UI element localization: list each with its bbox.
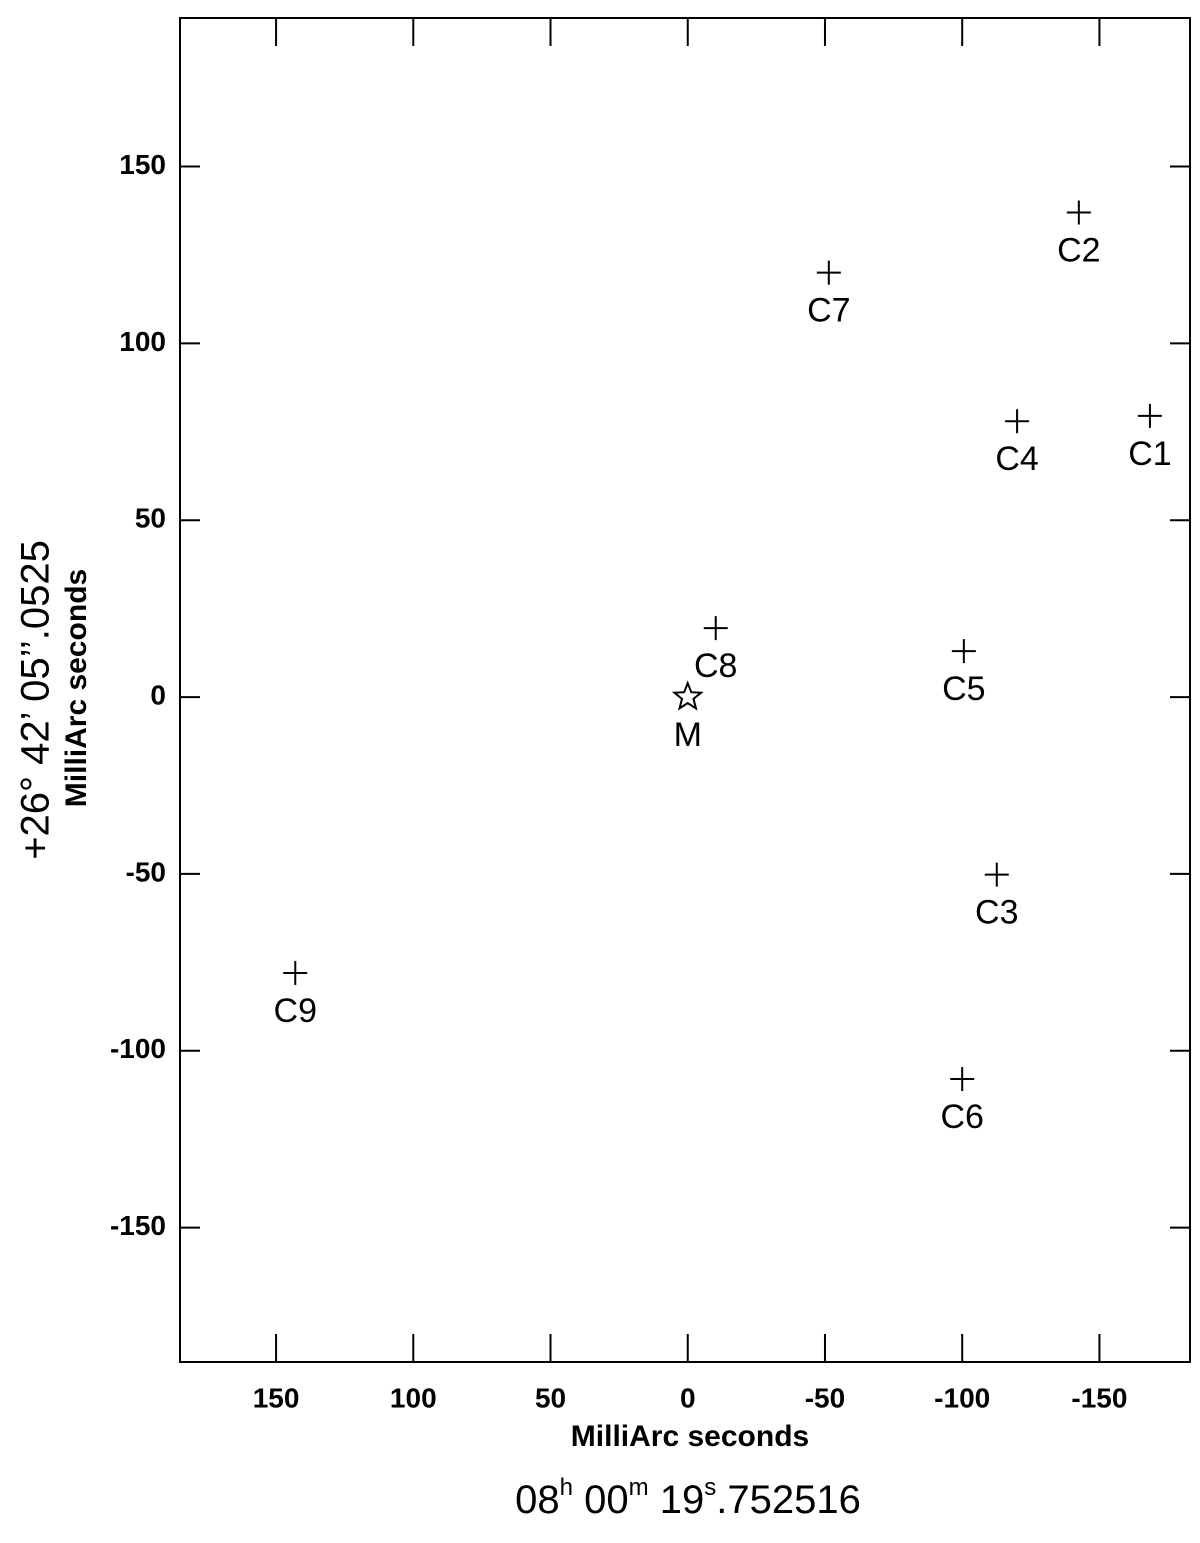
y-tick-label: -50: [126, 856, 166, 887]
point-label: C7: [807, 292, 850, 330]
point: [1066, 200, 1091, 225]
y-tick-label: 100: [119, 326, 166, 357]
x-reference-part: 00: [573, 1478, 629, 1522]
x-tick-label: -50: [805, 1382, 845, 1413]
point: [671, 680, 704, 711]
point-label: C4: [995, 440, 1038, 478]
y-tick-label: -100: [110, 1033, 166, 1064]
x-tick-label: -100: [934, 1382, 990, 1413]
plot-frame: [179, 17, 1191, 1363]
x-tick-label: 100: [390, 1382, 437, 1413]
point: [283, 960, 308, 985]
point: [1005, 409, 1030, 434]
y-tick-label: 0: [150, 679, 166, 710]
y-tick-label: 150: [119, 149, 166, 180]
y-axis-label: MilliArc seconds: [60, 569, 93, 807]
x-tick-label: 150: [253, 1382, 300, 1413]
y-tick-label: -150: [110, 1210, 166, 1241]
x-reference-unit: h: [560, 1474, 573, 1501]
y-tick-label: 50: [135, 503, 166, 534]
x-reference-unit: m: [629, 1474, 649, 1501]
x-tick-label: 50: [535, 1382, 566, 1413]
point: [703, 616, 728, 641]
y-reference: +26° 42’ 05’’.0525: [14, 540, 58, 860]
point-label: C2: [1057, 232, 1100, 270]
point-label: C5: [942, 670, 985, 708]
x-reference-part: 19: [649, 1478, 705, 1522]
point-label: C6: [940, 1098, 983, 1136]
x-reference-part: .752516: [716, 1478, 861, 1522]
x-tick-label: 0: [680, 1382, 696, 1413]
x-tick-label: -150: [1071, 1382, 1127, 1413]
point: [950, 1067, 975, 1092]
point-label: C9: [274, 992, 317, 1030]
point: [816, 260, 841, 285]
x-axis-label: MilliArc seconds: [571, 1420, 809, 1453]
point-label: C3: [975, 894, 1018, 932]
star-marker: [671, 680, 704, 711]
x-reference-part: 08: [515, 1478, 560, 1522]
x-reference-unit: s: [704, 1474, 716, 1501]
point: [984, 862, 1009, 887]
point: [1137, 403, 1162, 428]
point-label: C1: [1128, 435, 1171, 473]
point-label: C8: [694, 647, 737, 685]
point: [951, 639, 976, 664]
x-reference: 08h 00m 19s.752516: [515, 1474, 861, 1522]
point-label: M: [674, 716, 702, 754]
